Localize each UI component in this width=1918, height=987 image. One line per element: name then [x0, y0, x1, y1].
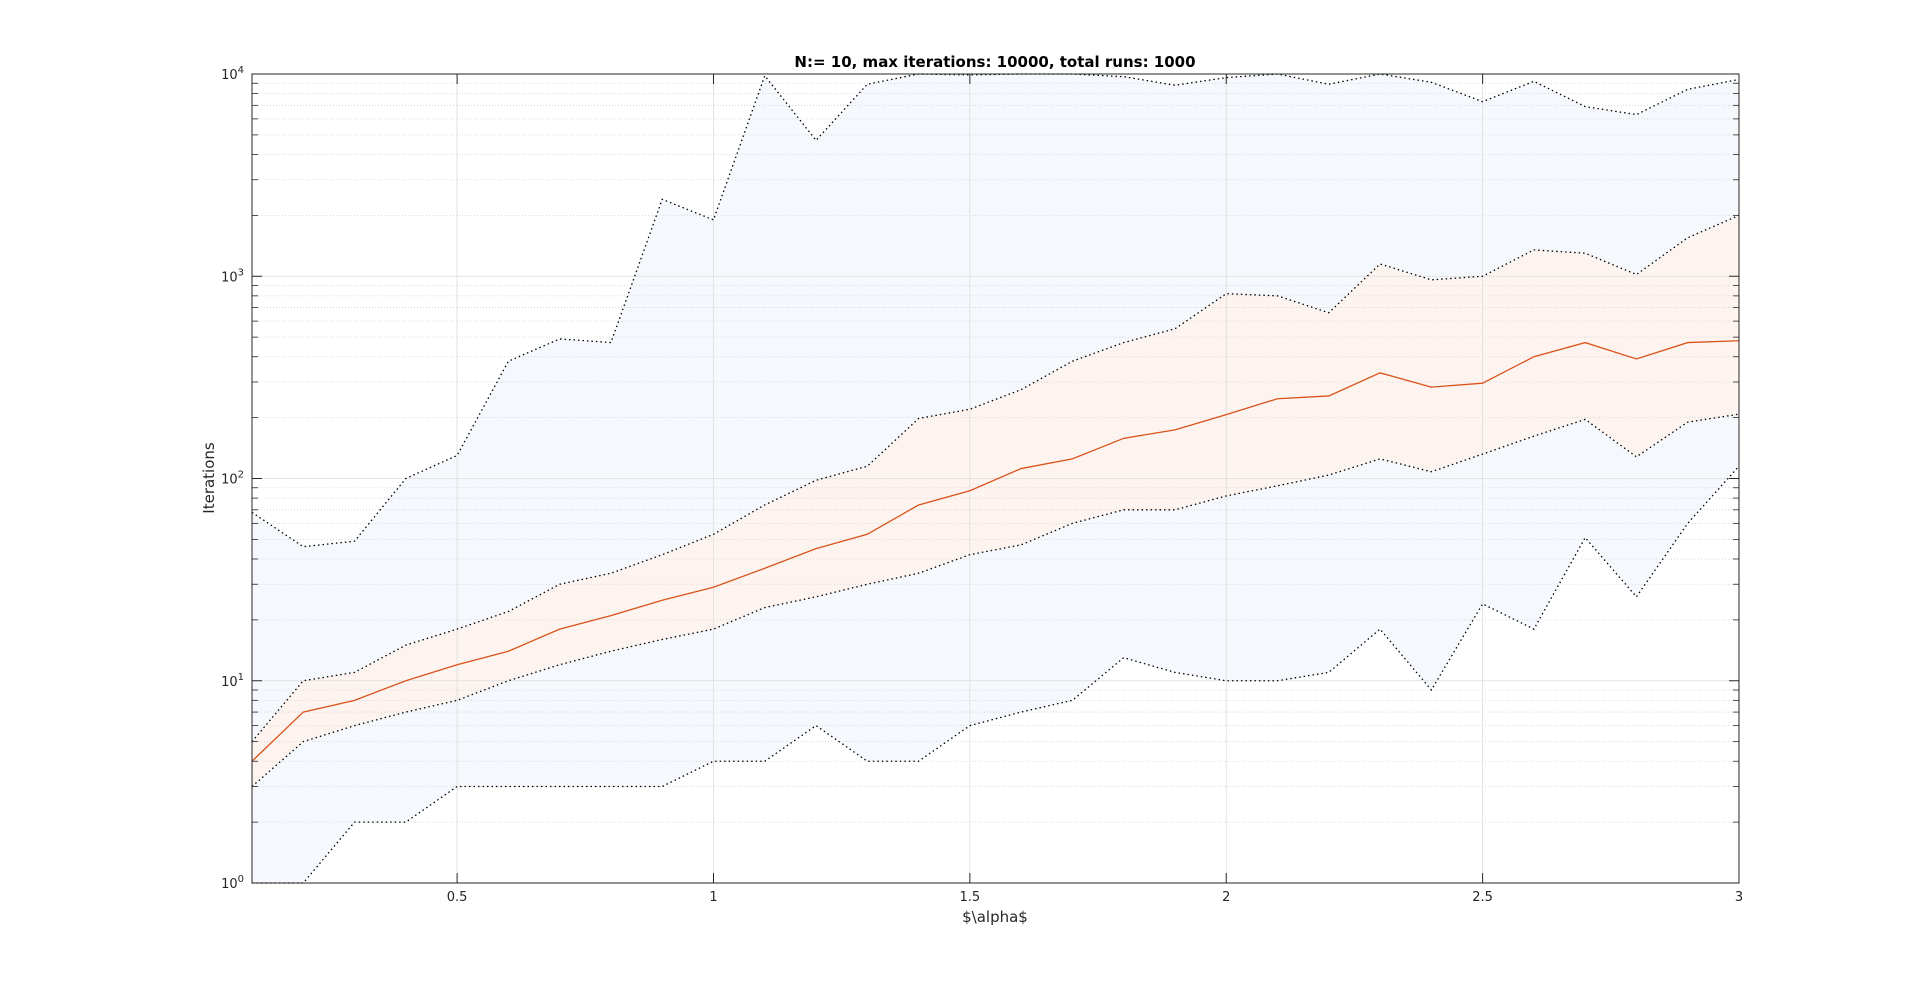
x-tick-label: 1: [709, 890, 717, 905]
x-tick-labels: 0.5 1 1.5 2 2.5 3: [447, 890, 1743, 905]
chart-title: N:= 10, max iterations: 10000, total run…: [794, 53, 1195, 71]
y-tick-label: 100: [221, 874, 244, 892]
inner-band-fill: [252, 215, 1739, 787]
x-tick-label: 0.5: [447, 890, 468, 905]
lower-quartile-line: [251, 413, 1740, 787]
y-axis-label: Iterations: [200, 442, 218, 514]
upper-quartile-line: [251, 214, 1740, 743]
y-tick-label: 101: [221, 672, 244, 690]
y-tick-label: 104: [221, 65, 244, 83]
grid: [252, 73, 1740, 884]
axis-ticks: [252, 73, 1740, 884]
y-tick-label: 102: [221, 470, 244, 488]
x-tick-label: 3: [1735, 890, 1743, 905]
median-line: [251, 340, 1740, 762]
x-tick-label: 2.5: [1472, 890, 1493, 905]
y-tick-labels: 100 101 102 103 104: [221, 65, 244, 892]
x-tick-label: 1.5: [960, 890, 981, 905]
x-axis-label: $\alpha$: [962, 908, 1028, 926]
y-tick-label: 103: [221, 267, 244, 285]
x-tick-label: 2: [1222, 890, 1230, 905]
plot-area: [251, 73, 1740, 884]
